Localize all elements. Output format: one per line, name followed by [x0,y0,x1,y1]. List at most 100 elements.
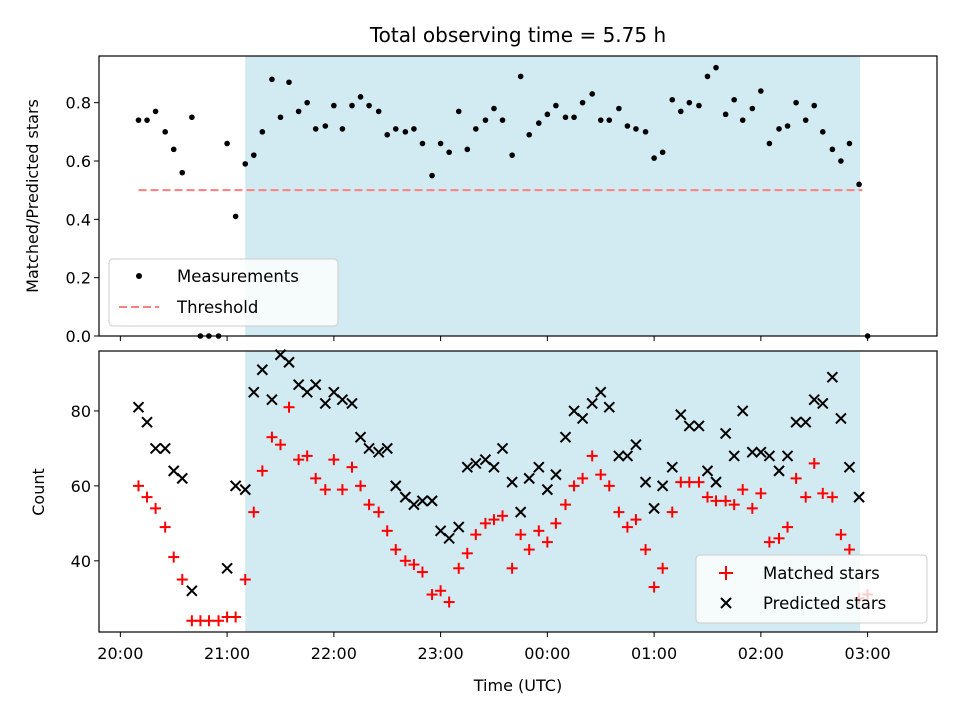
matched-star-point [266,431,278,443]
measurement-point [517,73,524,80]
measurement-point [606,117,613,123]
predicted-star-point [443,532,455,545]
predicted-star-point [541,483,554,496]
measurement-point [384,131,391,138]
matched-star-point [603,480,615,492]
measurement-point [331,102,337,109]
predicted-star-point [559,431,572,443]
time-x-tick-label: 23:00 [418,644,464,663]
matched-star-point [301,450,313,462]
matched-star-point [720,495,732,507]
measurement-point [553,102,559,109]
matched-star-point [390,544,402,556]
predicted-star-point [835,412,847,425]
measurement-point [357,94,364,100]
predicted-star-point [372,446,385,458]
predicted-star-point [408,498,420,511]
matched-star-point [782,521,794,533]
predicted-star-point [550,468,562,481]
matched-star-point [373,506,385,518]
measurement-point [659,149,666,156]
count-y-axis-label: Count [29,468,48,516]
measurement-point [437,140,444,147]
observing-window-shading [245,56,861,336]
predicted-star-point [416,495,429,507]
matched-star-point [666,506,678,518]
matched-star-point [150,502,162,514]
matched-star-point [203,615,215,627]
predicted-star-point [648,502,660,515]
count-panel: 40 60 80 20:00 21:00 22:00 23:00 00:00 01:00 02:0… [29,349,938,695]
matched-legend-marker [719,566,733,580]
ratio-y-tick-label: 0.0 [66,327,91,346]
predicted-star-point [755,446,767,458]
matched-star-point [443,596,455,608]
time-x-tick-label: 03:00 [845,644,891,663]
measurement-point [713,64,719,71]
matched-star-point [640,544,652,556]
ratio-y-axis-label: Matched/Predicted stars [23,99,42,293]
matched-star-point [283,401,295,413]
matched-star-point [577,472,589,484]
predicted-star-point [506,476,518,488]
matched-star-point [817,487,829,499]
predicted-star-point [159,442,171,455]
time-x-tick-label: 01:00 [631,644,677,663]
predicted-star-point [141,416,153,428]
predicted-legend-marker [720,597,732,609]
matched-star-point [310,472,322,484]
measurement-point [829,146,836,153]
measurement-point [597,117,604,123]
measurement-point [758,88,764,94]
matched-star-point [132,480,144,492]
predicted-star-point [853,491,865,503]
matched-star-point [613,506,625,518]
matched-star-point [293,454,305,466]
measurement-point [802,117,809,123]
count-y-tick-label: 60 [71,477,91,496]
predicted-star-point [132,401,145,413]
predicted-star-point [826,371,839,383]
predicted-star-point [229,480,242,492]
predicted-star-point [381,442,393,455]
measurement-point [366,102,372,109]
measurement-point [322,123,329,129]
matched-star-point [416,566,428,578]
predicted-star-point [737,405,749,417]
measurement-point [589,91,595,97]
matched-star-point [710,495,722,507]
predicted-star-point [426,495,438,507]
predicted-star-point [176,472,188,485]
predicted-star-point [221,562,233,575]
measurement-point [473,126,479,132]
matched-star-point [657,562,669,574]
measurement-point [259,129,266,135]
measurement-point [144,117,150,123]
matched-star-point [648,581,660,593]
predicted-star-point [586,397,598,410]
measurement-point [677,108,684,115]
matched-star-point [790,472,802,484]
matched-star-point [319,484,331,496]
measurement-point [277,114,284,121]
predicted-star-point [363,442,375,455]
matched-star-point [737,484,749,496]
measurement-point [419,140,426,147]
predicted-star-point [186,585,198,597]
predicted-star-point [763,450,776,462]
count-panel-axes: 40 60 80 20:00 21:00 22:00 23:00 00:00 01:00 02:0… [71,402,891,663]
matched-star-point [274,439,286,451]
matched-star-point [630,514,642,526]
measurement-point [704,73,711,80]
measurement-point [749,105,756,112]
matched-star-point [826,491,838,503]
matched-legend-label: Matched stars [763,564,880,583]
predicted-star-point [773,465,785,477]
measurement-point [722,111,729,118]
matched-star-point [560,499,572,511]
measurement-point [686,99,693,106]
matched-star-point [381,525,393,537]
ratio-shading-rect [245,56,861,336]
predicted-star-point [790,416,802,428]
predicted-star-point [817,397,829,410]
